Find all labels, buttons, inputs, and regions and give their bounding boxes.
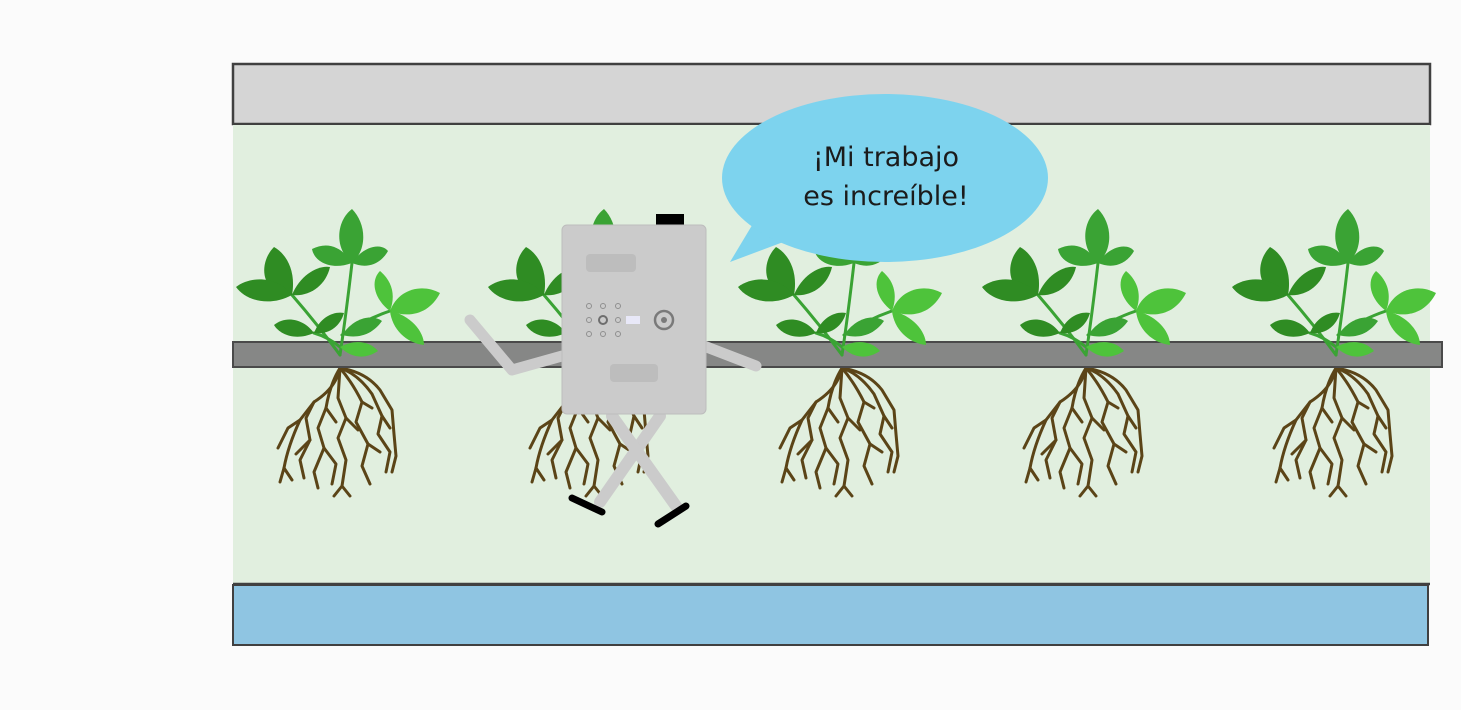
speech-bubble-text: ¡Mi trabajo es increíble! xyxy=(748,138,1024,216)
robot-icon xyxy=(464,214,762,528)
speech-bubble-icon xyxy=(722,94,1048,262)
speech-line-1: ¡Mi trabajo xyxy=(812,142,960,173)
water-reservoir xyxy=(232,584,1429,646)
speech-line-2: es increíble! xyxy=(803,181,969,212)
plant-rail xyxy=(232,341,1443,368)
